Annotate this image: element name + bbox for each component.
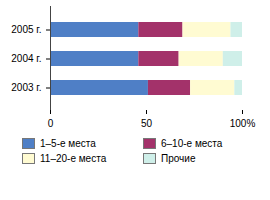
svg-text:2005 г.: 2005 г. — [11, 24, 41, 35]
html-text:1–5-е места: 1–5-е места — [40, 138, 96, 149]
svg-text:0: 0 — [48, 118, 54, 129]
svg-text:100%: 100% — [230, 118, 256, 129]
svg-text:2004 г.: 2004 г. — [11, 53, 41, 64]
svg-text:2003 г.: 2003 г. — [11, 82, 41, 93]
html-text:6–10-е места: 6–10-е места — [161, 138, 223, 149]
svg-text:50: 50 — [141, 118, 153, 129]
html-text:Прочие: Прочие — [161, 153, 196, 164]
html-text:11–20-е места: 11–20-е места — [40, 153, 107, 164]
